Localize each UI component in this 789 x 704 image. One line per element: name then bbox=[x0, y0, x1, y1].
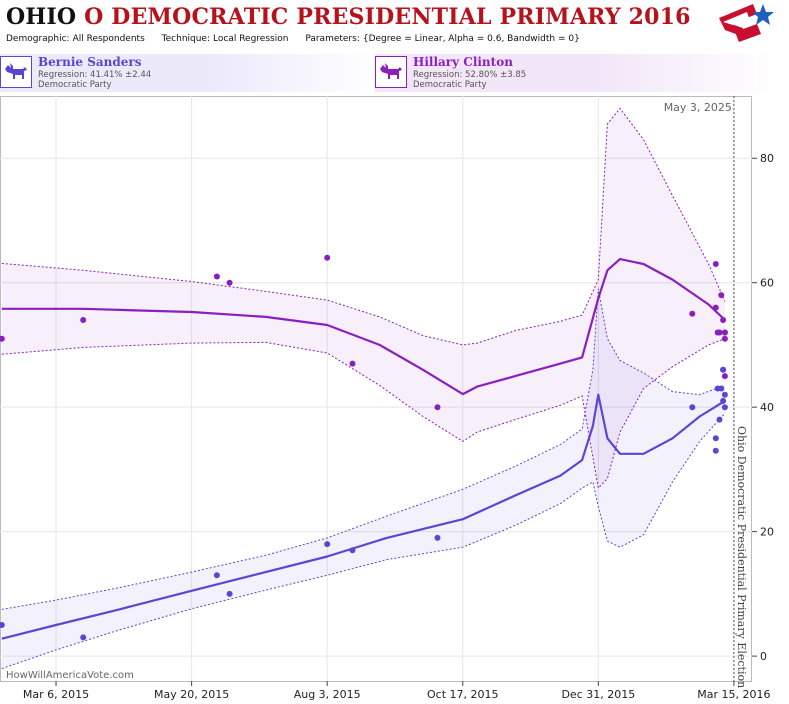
candidate-name: Bernie Sanders bbox=[38, 55, 142, 69]
poll-point bbox=[434, 404, 441, 411]
x-tick-label: May 20, 2015 bbox=[154, 688, 229, 701]
parameters-line: Demographic: All Respondents Technique: Lo… bbox=[6, 34, 594, 44]
poll-points bbox=[0, 254, 728, 641]
y-tick-label: 60 bbox=[760, 277, 774, 290]
poll-point bbox=[716, 329, 723, 336]
poll-point bbox=[324, 541, 331, 548]
poll-point bbox=[716, 416, 723, 423]
title-text: O DEMOCRATIC PRESIDENTIAL PRIMARY 2016 bbox=[84, 4, 691, 30]
title-state: OHIO bbox=[6, 4, 77, 30]
x-tick-label: Dec 31, 2015 bbox=[561, 688, 635, 701]
trend-line bbox=[1, 393, 726, 640]
trend-lines bbox=[1, 258, 726, 640]
y-tick-label: 80 bbox=[760, 152, 774, 165]
candidate-card-sanders[interactable]: Bernie Sanders Regression: 41.41% ±2.44 … bbox=[0, 54, 380, 92]
poll-point bbox=[712, 304, 719, 311]
candidate-icon-box bbox=[0, 56, 32, 88]
poll-point bbox=[721, 391, 728, 398]
poll-point bbox=[0, 622, 5, 628]
candidate-party: Democratic Party bbox=[38, 80, 112, 90]
poll-regression-chart[interactable]: Mar 6, 2015 May 20, 2015 Aug 3, 2015 Oct 17… bbox=[0, 96, 789, 704]
candidate-name: Hillary Clinton bbox=[413, 55, 513, 69]
poll-point bbox=[349, 547, 356, 554]
poll-point bbox=[226, 590, 233, 597]
page-title: OHIO O DEMOCRATIC PRESIDENTIAL PRIMARY 2… bbox=[6, 4, 691, 30]
poll-point bbox=[434, 534, 441, 541]
axes: Mar 6, 2015 May 20, 2015 Aug 3, 2015 Oct 17… bbox=[23, 96, 774, 701]
y-tick-label: 20 bbox=[760, 526, 774, 539]
y-tick-label: 0 bbox=[760, 650, 767, 663]
poll-point bbox=[80, 317, 87, 323]
candidate-regression: Regression: 52.80% ±3.85 bbox=[413, 70, 527, 80]
demographic-value[interactable]: All Respondents bbox=[72, 34, 145, 44]
poll-point bbox=[712, 447, 719, 454]
poll-point bbox=[213, 572, 220, 579]
candidate-legend: Bernie Sanders Regression: 41.41% ±2.44 … bbox=[0, 54, 789, 94]
chart-header: OHIO O DEMOCRATIC PRESIDENTIAL PRIMARY 2… bbox=[0, 0, 789, 52]
poll-point bbox=[721, 335, 728, 342]
poll-point bbox=[720, 317, 727, 323]
parameters-value[interactable]: {Degree = Linear, Alpha = 0.6, Bandwidth… bbox=[362, 34, 580, 44]
demographic-label: Demographic: bbox=[6, 34, 70, 44]
technique-label: Technique: bbox=[161, 34, 211, 44]
poll-point bbox=[324, 254, 331, 261]
candidate-party: Democratic Party bbox=[413, 80, 487, 90]
confidence-band bbox=[1, 288, 725, 669]
confidence-bands bbox=[1, 107, 726, 670]
poll-point bbox=[718, 385, 725, 392]
upper-bound-line bbox=[1, 288, 726, 610]
x-tick-label: Oct 17, 2015 bbox=[427, 688, 499, 701]
credit-text[interactable]: HowWillAmericaVote.com bbox=[6, 670, 134, 681]
donkey-icon bbox=[380, 63, 402, 79]
donkey-icon bbox=[5, 63, 27, 79]
technique-value[interactable]: Local Regression bbox=[213, 34, 289, 44]
poll-point bbox=[689, 404, 696, 411]
candidate-regression: Regression: 41.41% ±2.44 bbox=[38, 70, 152, 80]
x-tick-label: Aug 3, 2015 bbox=[294, 688, 361, 701]
lower-bound-line bbox=[1, 413, 726, 670]
trend-line bbox=[1, 258, 726, 396]
poll-point bbox=[226, 279, 233, 286]
poll-point bbox=[0, 335, 5, 342]
confidence-band bbox=[1, 108, 725, 489]
poll-point bbox=[720, 366, 727, 373]
poll-point bbox=[712, 261, 719, 267]
x-tick-label: Mar 15, 2016 bbox=[697, 688, 770, 701]
poll-point bbox=[721, 329, 728, 336]
candidate-card-clinton[interactable]: Hillary Clinton Regression: 52.80% ±3.85… bbox=[375, 54, 780, 92]
y-tick-label: 40 bbox=[760, 401, 774, 414]
poll-point bbox=[689, 310, 696, 317]
x-tick-label: Mar 6, 2015 bbox=[23, 688, 89, 701]
star-flag-logo-icon[interactable] bbox=[717, 2, 775, 46]
poll-point bbox=[718, 292, 725, 299]
election-label: Ohio Democratic Presidential Primary Ele… bbox=[735, 426, 748, 688]
lower-bound-line bbox=[1, 338, 726, 490]
plot-frame bbox=[0, 96, 752, 682]
parameters-label: Parameters: bbox=[305, 34, 360, 44]
poll-point bbox=[712, 435, 719, 442]
date-label: May 3, 2025 bbox=[664, 101, 732, 114]
poll-point bbox=[349, 360, 356, 367]
poll-point bbox=[721, 404, 728, 411]
candidate-icon-box bbox=[375, 56, 407, 88]
poll-point bbox=[80, 634, 87, 641]
upper-bound-line bbox=[1, 107, 726, 346]
poll-point bbox=[213, 273, 220, 280]
grid-lines bbox=[0, 96, 752, 682]
chart-background bbox=[0, 96, 789, 704]
poll-point bbox=[720, 397, 727, 404]
poll-point bbox=[721, 373, 728, 380]
